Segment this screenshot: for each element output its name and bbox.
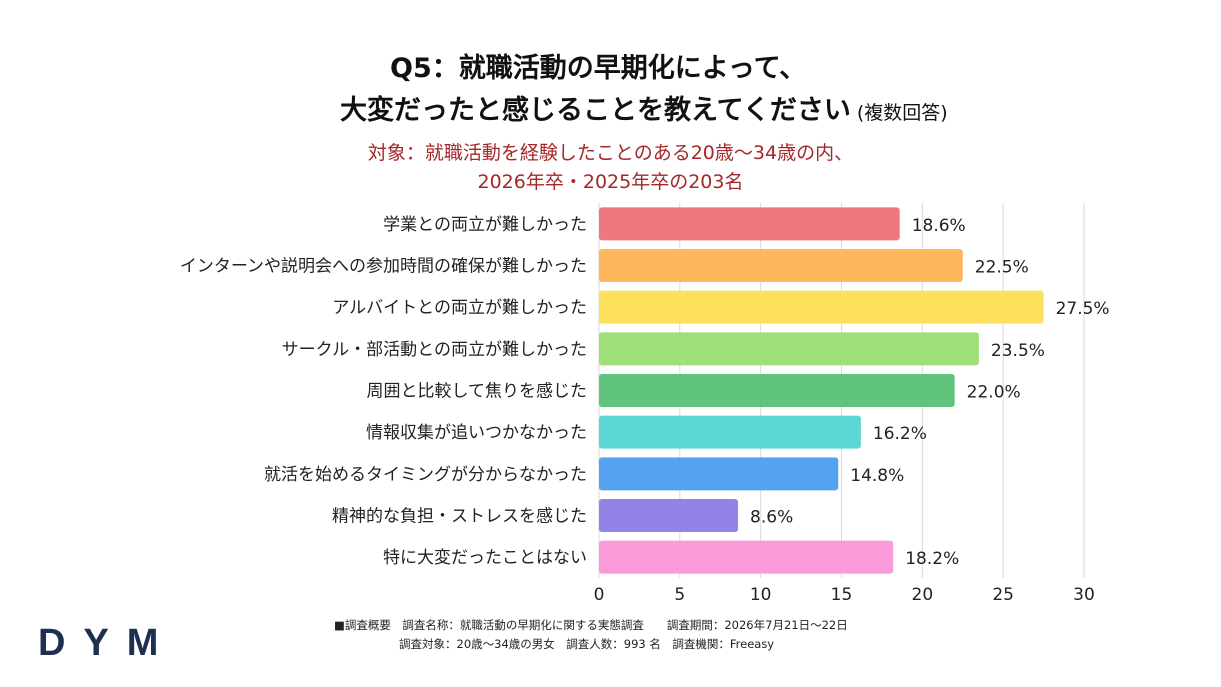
x-tick-label: 25 bbox=[992, 585, 1014, 605]
chart-subtitle-line2: 2026年卒・2025年卒の203名 bbox=[477, 171, 744, 193]
value-label: 18.6% bbox=[912, 216, 966, 236]
chart-subtitle-line1: 対象：就職活動を経験したことのある20歳～34歳の内、 bbox=[367, 142, 854, 164]
survey-footnote-line2: 調査対象：20歳～34歳の男女 調査人数：993 名 調査機関：Freeasy bbox=[399, 637, 775, 651]
bar bbox=[599, 290, 1044, 324]
chart-title-line1: Q5：就職活動の早期化によって、 bbox=[390, 53, 807, 84]
x-tick-label: 0 bbox=[594, 585, 605, 605]
bar bbox=[599, 207, 900, 241]
category-label: インターンや説明会への参加時間の確保が難しかった bbox=[180, 257, 587, 277]
category-label: 周囲と比較して焦りを感じた bbox=[367, 382, 588, 402]
chart-title-note: (複数回答) bbox=[856, 102, 948, 124]
x-tick-label: 10 bbox=[750, 585, 772, 605]
value-label: 27.5% bbox=[1056, 299, 1110, 319]
x-tick-label: 5 bbox=[674, 585, 685, 605]
category-label: サークル・部活動との両立が難しかった bbox=[282, 340, 587, 360]
value-label: 23.5% bbox=[991, 341, 1045, 361]
bar bbox=[599, 457, 839, 491]
x-axis-ticks: 0 5 10 15 20 25 30 bbox=[594, 585, 1095, 605]
x-tick-label: 20 bbox=[912, 585, 934, 605]
survey-footnote-line1: ■調査概要 調査名称：就職活動の早期化に関する実態調査 調査期間：2026年7月… bbox=[334, 618, 848, 632]
category-label: 情報収集が追いつかなかった bbox=[366, 423, 587, 443]
category-label: 精神的な負担・ストレスを感じた bbox=[332, 507, 587, 527]
value-label: 22.5% bbox=[975, 258, 1029, 278]
category-label: アルバイトとの両立が難しかった bbox=[332, 298, 587, 318]
bar bbox=[599, 499, 739, 532]
bar bbox=[599, 249, 963, 282]
chart-title-line2: 大変だったと感じることを教えてください (複数回答) bbox=[340, 88, 948, 127]
x-tick-label: 30 bbox=[1073, 585, 1095, 605]
category-label: 学業との両立が難しかった bbox=[383, 215, 587, 235]
bar bbox=[599, 374, 955, 407]
category-label: 特に大変だったことはない bbox=[383, 548, 587, 568]
chart-title-line2-text: 大変だったと感じることを教えてください bbox=[340, 95, 851, 126]
category-labels: 学業との両立が難しかったインターンや説明会への参加時間の確保が難しかったアルバイ… bbox=[180, 215, 587, 568]
value-label: 22.0% bbox=[967, 383, 1021, 403]
bars bbox=[599, 207, 1044, 574]
value-label: 18.2% bbox=[905, 549, 959, 569]
value-label: 14.8% bbox=[850, 466, 904, 486]
value-label: 16.2% bbox=[873, 424, 927, 444]
category-label: 就活を始めるタイミングが分からなかった bbox=[264, 465, 587, 485]
value-labels: 18.6% 22.5% 27.5% 23.5% 22.0% 16.2% 14.8% 8.6% 1… bbox=[750, 216, 1110, 569]
bar bbox=[599, 415, 861, 449]
x-tick-label: 15 bbox=[831, 585, 853, 605]
dym-logo: DYM bbox=[38, 622, 177, 664]
bar bbox=[599, 540, 894, 574]
value-label: 8.6% bbox=[750, 508, 793, 528]
bar bbox=[599, 332, 979, 366]
